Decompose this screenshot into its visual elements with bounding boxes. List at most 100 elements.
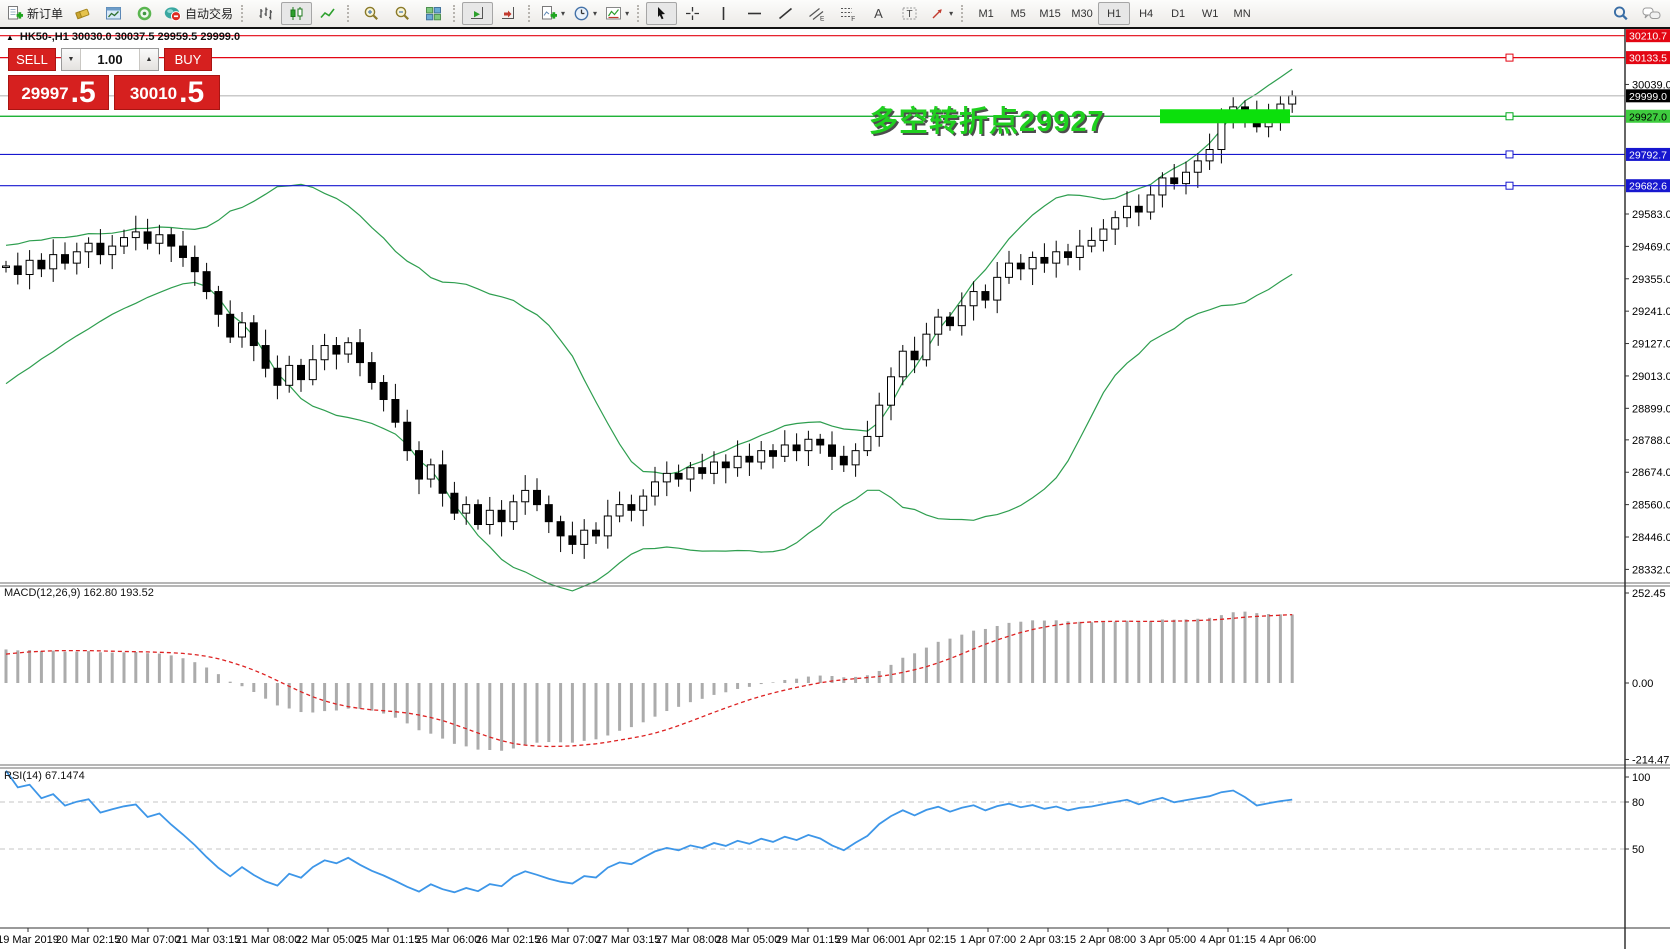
auto-scroll-button[interactable] — [462, 2, 494, 25]
one-click-top-row: SELL ▼ 1.00 ▲ BUY — [8, 48, 220, 71]
bar-chart-button[interactable] — [250, 2, 281, 25]
svg-text:-214.47: -214.47 — [1632, 754, 1669, 766]
sell-price-box[interactable]: 29997 .5 — [8, 75, 109, 110]
fibonacci-tool-button[interactable]: F — [832, 2, 863, 25]
buy-button[interactable]: BUY — [164, 48, 212, 71]
zoom-out-icon — [395, 6, 410, 20]
level-handle — [1505, 181, 1514, 190]
svg-text:T: T — [907, 9, 913, 20]
autotrading-button[interactable]: 自动交易 — [160, 2, 237, 25]
svg-text:A: A — [874, 6, 883, 21]
text-tool-icon: A — [874, 6, 883, 21]
search-button[interactable] — [1605, 2, 1636, 25]
shapes-menu-button[interactable]: ▾ — [925, 2, 957, 25]
horizontal-line-icon — [748, 12, 762, 15]
zoom-in-button[interactable] — [356, 2, 387, 25]
timeframe-M15[interactable]: M15 — [1039, 7, 1061, 20]
svg-text:29127.0: 29127.0 — [1632, 339, 1670, 351]
timeframe-D1[interactable]: D1 — [1171, 7, 1186, 20]
horizontal-line-tool-button[interactable] — [739, 2, 770, 25]
timeframe-M30[interactable]: M30 — [1071, 7, 1093, 20]
svg-text:26 Mar 07:00: 26 Mar 07:00 — [536, 934, 601, 946]
rsi-indicator-label: RSI(14) 67.1474 — [4, 770, 85, 782]
trendline-tool-button[interactable] — [770, 2, 801, 25]
cursor-tool-button[interactable] — [646, 2, 678, 25]
line-chart-button[interactable] — [312, 2, 343, 25]
svg-text:100: 100 — [1632, 772, 1650, 784]
volume-input[interactable]: 1.00 — [97, 52, 123, 67]
toolbar-group-insert: ▾ ▾ ▾ — [537, 2, 633, 26]
timeframe-H4[interactable]: H4 — [1139, 7, 1154, 20]
tile-windows-button[interactable] — [418, 2, 449, 25]
svg-text:0.00: 0.00 — [1632, 678, 1653, 690]
price-badge — [1626, 29, 1670, 43]
new-order-button[interactable]: 新订单 — [3, 2, 67, 25]
svg-text:29013.0: 29013.0 — [1632, 371, 1670, 383]
timeframe-H1[interactable]: H1 — [1098, 2, 1131, 25]
toolbar-right — [1605, 2, 1667, 25]
svg-text:29792.7: 29792.7 — [1629, 149, 1667, 161]
timeframe-M1[interactable]: M1 — [978, 7, 994, 20]
indicators-menu-button[interactable]: ▾ — [537, 2, 569, 25]
svg-text:29999.0: 29999.0 — [1629, 91, 1667, 103]
svg-text:29 Mar 06:00: 29 Mar 06:00 — [836, 934, 901, 946]
periods-menu-button[interactable]: ▾ — [569, 2, 601, 25]
svg-text:19 Mar 2019: 19 Mar 2019 — [0, 934, 59, 946]
price-badges: 30210.7 30133.5 29999.0 29927.0 29792.7 29682… — [1626, 29, 1670, 193]
zoom-in-icon — [364, 6, 379, 20]
timeframe-W1[interactable]: W1 — [1201, 7, 1219, 20]
text-label-icon: T — [902, 7, 917, 20]
channel-tool-button[interactable]: E — [801, 2, 832, 25]
sell-button[interactable]: SELL — [8, 48, 56, 71]
one-click-panel-toggle-icon[interactable]: ▲ — [6, 32, 14, 42]
zoom-out-button[interactable] — [387, 2, 418, 25]
chart-shift-button[interactable] — [493, 2, 524, 25]
volume-increase-button[interactable]: ▲ — [139, 49, 158, 70]
chevron-down-icon: ▾ — [561, 9, 566, 18]
macd-indicator-label: MACD(12,26,9) 162.80 193.52 — [4, 587, 154, 599]
svg-text:28674.0: 28674.0 — [1632, 467, 1670, 479]
toolbar-grip — [241, 5, 246, 22]
svg-text:30039.0: 30039.0 — [1632, 79, 1670, 91]
text-label-tool-button[interactable]: T — [894, 2, 925, 25]
crosshair-tool-button[interactable] — [677, 2, 708, 25]
volume-stepper: ▼ 1.00 ▲ — [61, 48, 159, 71]
text-tool-button[interactable]: A — [863, 2, 894, 25]
svg-text:50: 50 — [1632, 844, 1644, 856]
chevron-down-icon: ▾ — [625, 9, 630, 18]
chart-window-button[interactable] — [98, 2, 129, 25]
chat-button[interactable] — [1636, 2, 1667, 25]
templates-menu-button[interactable]: ▾ — [601, 2, 633, 25]
toolbar-grip — [637, 5, 642, 22]
price-badge — [1626, 179, 1670, 193]
fibo-tag: F — [851, 16, 855, 22]
svg-text:26 Mar 02:15: 26 Mar 02:15 — [476, 934, 541, 946]
chart-canvas[interactable]: 30039.0 29583.0 29469.0 29355.0 29241.0 29127… — [0, 27, 1670, 949]
candlestick-chart-button[interactable] — [281, 2, 313, 25]
timeframe-MN[interactable]: MN — [1233, 7, 1251, 20]
toolbar-group-scroll — [462, 2, 524, 26]
toolbar-group-timeframes: M1 M5 M15 M30 H1 H4 D1 W1 MN — [970, 2, 1258, 26]
pivot-annotation-text: 多空转折点29927 — [869, 106, 1105, 138]
volume-decrease-button[interactable]: ▼ — [62, 49, 81, 70]
price-axis[interactable]: 30039.0 29583.0 29469.0 29355.0 29241.0 29127… — [0, 27, 1670, 949]
signals-button[interactable] — [129, 2, 160, 25]
svg-text:27 Mar 03:15: 27 Mar 03:15 — [596, 934, 661, 946]
toolbar-grip — [347, 5, 352, 22]
price-badge — [1626, 51, 1670, 65]
toolbar-group-zoom — [356, 2, 449, 26]
svg-text:27 Mar 08:00: 27 Mar 08:00 — [656, 934, 721, 946]
eraser-button[interactable] — [67, 2, 98, 25]
buy-price-box[interactable]: 30010 .5 — [114, 75, 220, 110]
vertical-line-tool-button[interactable] — [708, 2, 739, 25]
pane-separators[interactable] — [0, 582, 1670, 769]
chart-window-icon — [106, 7, 122, 20]
one-click-trading-panel: SELL ▼ 1.00 ▲ BUY 29997 .5 30010 .5 — [8, 48, 220, 110]
timeframe-M5[interactable]: M5 — [1010, 7, 1026, 20]
new-order-icon — [8, 6, 23, 20]
horizontal-levels[interactable] — [0, 35, 1625, 190]
annotation-highlight — [1160, 109, 1290, 124]
tile-windows-icon — [426, 7, 442, 21]
